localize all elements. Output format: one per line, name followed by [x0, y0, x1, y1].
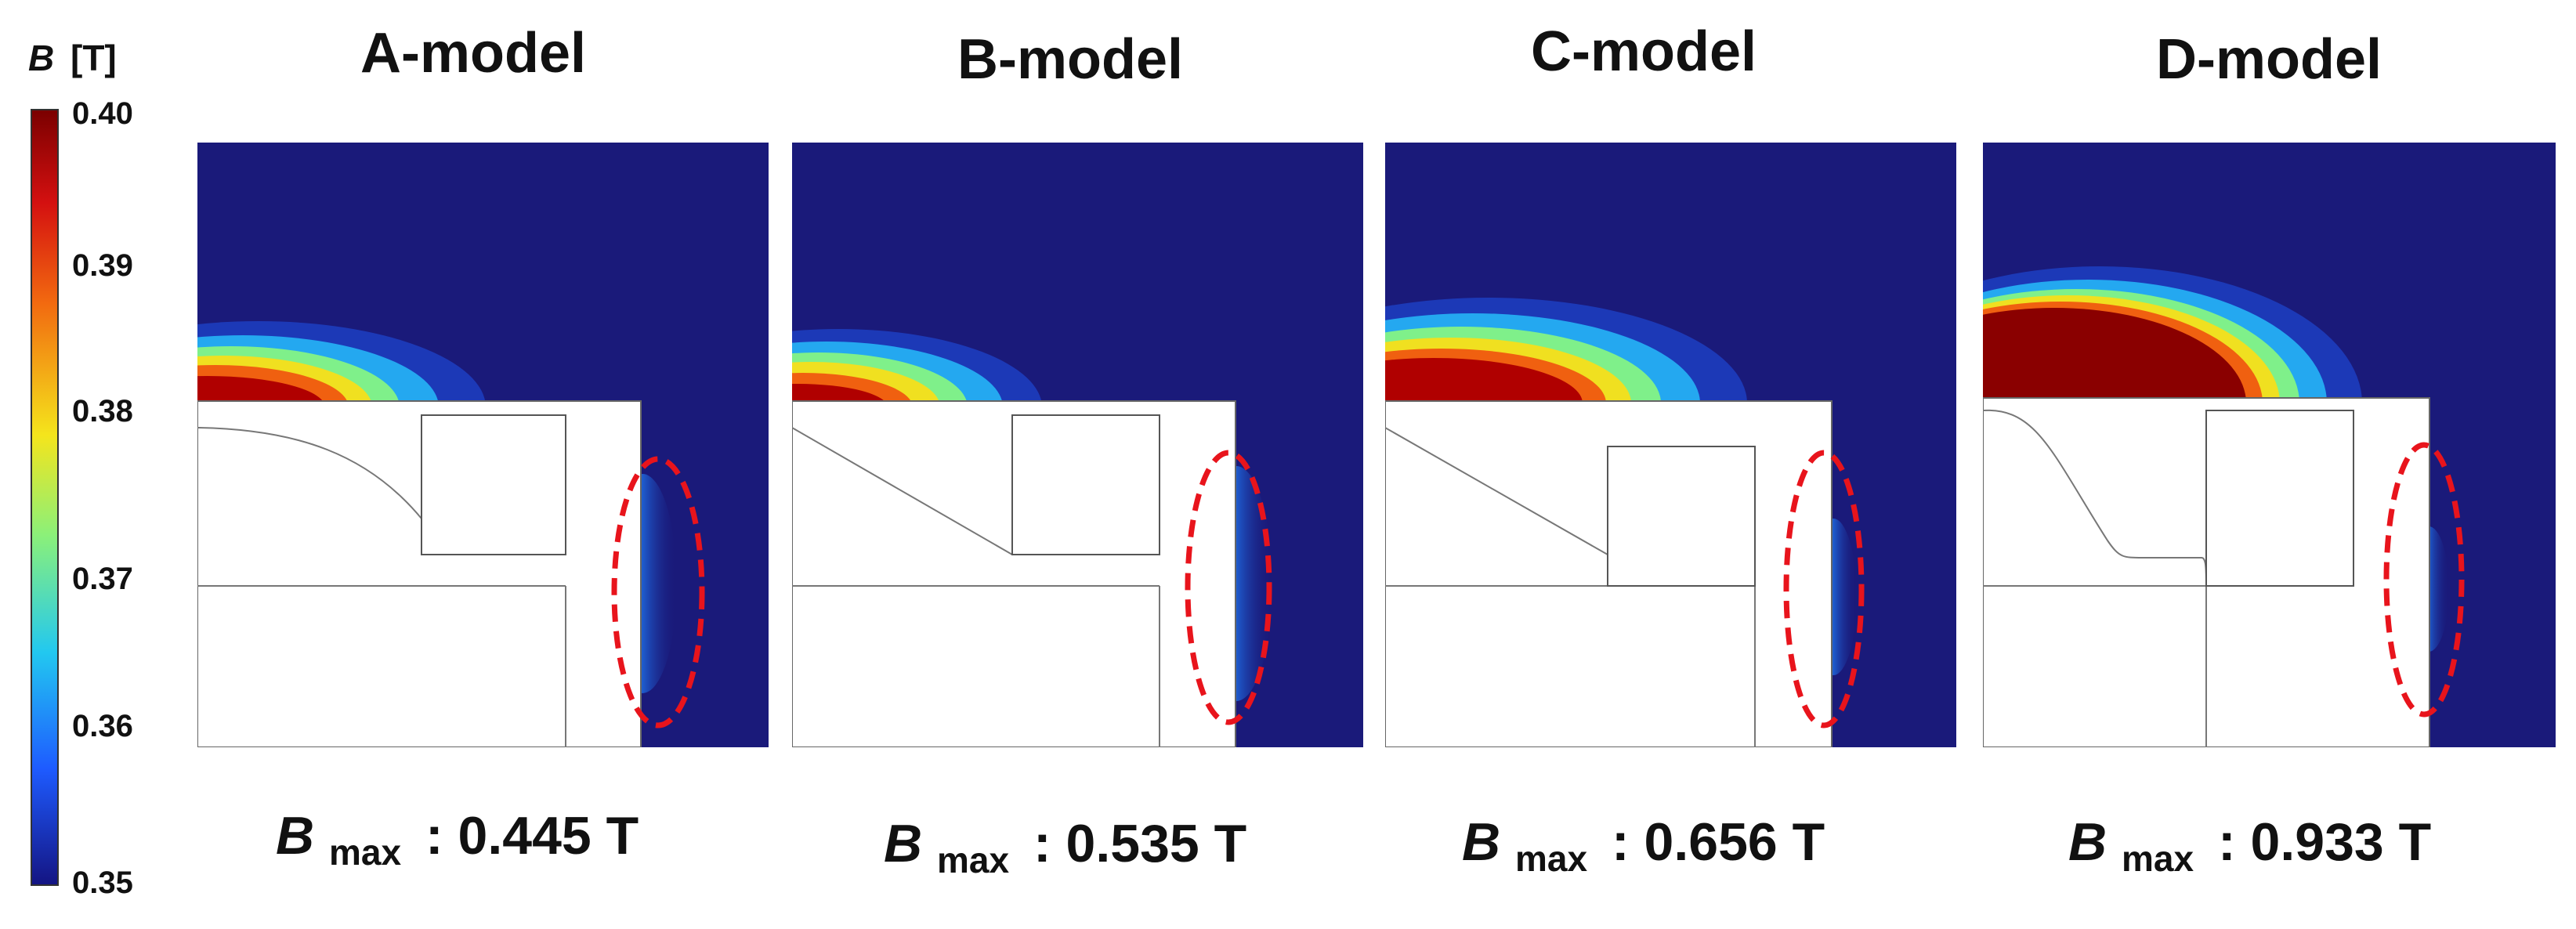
panel-c-model: C-model B max [1385, 20, 1956, 883]
bmax-label: B max : 0.656 T [1462, 812, 1825, 883]
colorbar-tick: 0.35 [72, 866, 133, 900]
bmax-subscript: max [329, 832, 401, 873]
highlight-ellipse [611, 456, 705, 728]
panel-d-model: D-model B max [1983, 28, 2556, 883]
geometry [197, 400, 642, 747]
geometry [1385, 400, 1833, 747]
colorbar-unit: [T] [71, 38, 117, 78]
colorbar-gradient [31, 109, 59, 886]
bmax-symbol: B [884, 814, 922, 873]
bmax-symbol: B [2068, 812, 2107, 872]
bmax-symbol: B [276, 806, 314, 866]
colorbar-label: B [T] [28, 38, 117, 78]
colorbar-tick: 0.40 [72, 96, 133, 131]
colorbar-tick: 0.36 [72, 709, 133, 743]
highlight-ellipse [1783, 450, 1865, 728]
bmax-value: : 0.656 T [1612, 812, 1825, 872]
bmax-subscript: max [937, 840, 1009, 880]
geometry [1983, 397, 2430, 747]
bmax-label: B max : 0.933 T [2068, 812, 2431, 883]
bmax-subscript: max [1515, 838, 1587, 879]
bmax-value: : 0.535 T [1033, 814, 1246, 873]
colorbar: B [T] 0.40 0.39 0.38 0.37 0.36 0.35 [28, 38, 133, 900]
colorbar-tick: 0.38 [72, 394, 133, 428]
bmax-label: B max : 0.445 T [276, 806, 639, 877]
colorbar-symbol: B [28, 38, 54, 78]
highlight-ellipse [2383, 442, 2465, 718]
highlight-ellipse [1185, 450, 1272, 725]
geometry [792, 400, 1236, 747]
colorbar-tick: 0.39 [72, 248, 133, 283]
panel-a-model: A-model B max [197, 22, 769, 877]
panel-title: B-model [957, 28, 1183, 91]
panel-title: C-model [1531, 20, 1757, 83]
bmax-subscript: max [2122, 838, 2194, 879]
panel-b-model: B-model B max [792, 28, 1363, 884]
panel-title: D-model [2156, 28, 2382, 91]
bmax-symbol: B [1462, 812, 1500, 872]
colorbar-tick: 0.37 [72, 562, 133, 596]
bmax-value: : 0.445 T [425, 806, 639, 866]
bmax-value: : 0.933 T [2218, 812, 2431, 872]
bmax-label: B max : 0.535 T [884, 814, 1246, 884]
panel-title: A-model [360, 22, 586, 85]
